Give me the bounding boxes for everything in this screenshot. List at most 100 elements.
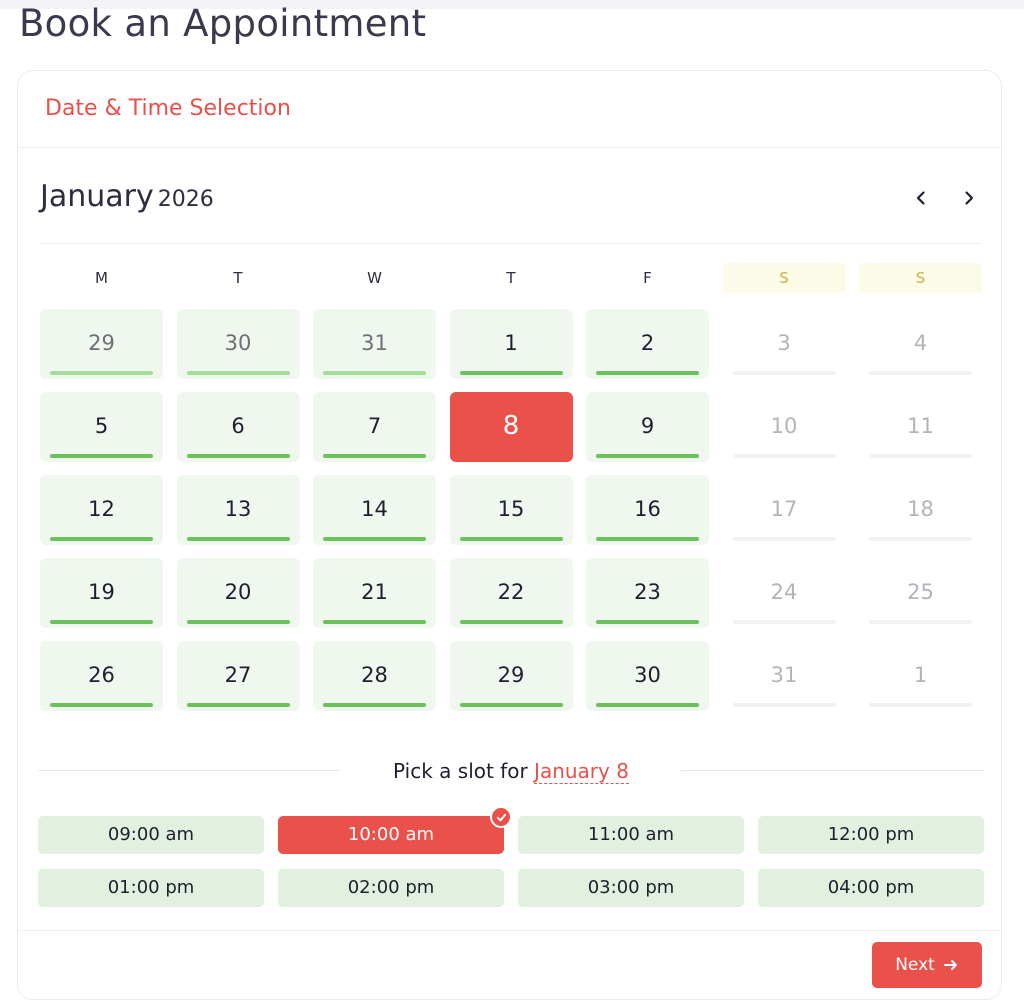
- time-slot[interactable]: 01:00 pm: [38, 869, 264, 907]
- time-slot-label: 04:00 pm: [827, 877, 915, 898]
- prev-month-button[interactable]: [906, 183, 936, 213]
- calendar-day[interactable]: 19: [40, 558, 163, 628]
- day-number: 22: [497, 580, 525, 604]
- check-circle-icon: [490, 806, 512, 828]
- time-slot-selected[interactable]: 10:00 am: [278, 806, 512, 854]
- time-slot[interactable]: 02:00 pm: [278, 869, 504, 907]
- availability-bar: [323, 537, 426, 541]
- calendar-day[interactable]: 15: [449, 475, 573, 545]
- availability-bar: [186, 537, 290, 541]
- calendar-day[interactable]: 26: [40, 641, 163, 711]
- day-number: 15: [497, 497, 525, 521]
- time-slot[interactable]: 12:00 pm: [758, 816, 984, 854]
- weekday-label: M: [95, 269, 108, 287]
- next-button-label: Next: [895, 955, 935, 975]
- calendar-day[interactable]: 28: [313, 641, 436, 711]
- calendar-day[interactable]: 2: [586, 309, 709, 379]
- availability-bar: [732, 537, 836, 541]
- time-slot[interactable]: 11:00 am: [518, 816, 744, 854]
- calendar-day-selected[interactable]: 8: [449, 392, 573, 462]
- calendar-day[interactable]: 29: [40, 309, 163, 379]
- availability-bar: [186, 620, 290, 624]
- calendar-day: 24: [723, 558, 846, 628]
- calendar-day[interactable]: 13: [176, 475, 300, 545]
- day-number: 1: [913, 663, 928, 687]
- calendar-day[interactable]: 6: [176, 392, 300, 462]
- day-number: 18: [907, 497, 934, 521]
- day-number: 26: [88, 663, 115, 687]
- calendar-day[interactable]: 29: [449, 641, 573, 711]
- day-number: 13: [224, 497, 252, 521]
- day-number: 1: [504, 331, 518, 355]
- time-slot-label: 01:00 pm: [107, 877, 195, 898]
- availability-bar: [459, 620, 563, 624]
- chevron-right-icon: [965, 191, 974, 205]
- availability-bar: [186, 703, 290, 707]
- page-title: Book an Appointment: [19, 2, 427, 45]
- next-button[interactable]: Next: [872, 942, 982, 988]
- calendar-day[interactable]: 23: [586, 558, 709, 628]
- calendar-day[interactable]: 30: [586, 641, 709, 711]
- slot-heading-prefix: Pick a slot for: [393, 759, 528, 783]
- calendar-day: 3: [723, 309, 846, 379]
- calendar-day[interactable]: 1: [449, 309, 573, 379]
- time-slot[interactable]: 03:00 pm: [518, 869, 744, 907]
- calendar-day[interactable]: 16: [586, 475, 709, 545]
- calendar-day[interactable]: 31: [313, 309, 436, 379]
- availability-bar: [732, 454, 836, 458]
- weekday-label: S: [722, 263, 846, 293]
- calendar-day[interactable]: 21: [313, 558, 436, 628]
- availability-bar: [323, 454, 426, 458]
- arrow-right-icon: [943, 960, 957, 970]
- availability-bar: [459, 537, 563, 541]
- day-number: 11: [907, 414, 934, 438]
- weekday-label: S: [859, 263, 982, 293]
- card-title: Date & Time Selection: [45, 96, 291, 121]
- day-number: 23: [634, 580, 661, 604]
- availability-bar: [869, 371, 972, 375]
- day-number: 30: [634, 663, 661, 687]
- calendar-day[interactable]: 22: [449, 558, 573, 628]
- weekday-label: T: [506, 269, 516, 287]
- top-strip: [0, 0, 1024, 9]
- month-name: January: [40, 179, 154, 214]
- day-number: 8: [502, 411, 520, 441]
- day-number: 31: [770, 663, 798, 687]
- availability-bar: [186, 454, 290, 458]
- calendar-day[interactable]: 27: [176, 641, 300, 711]
- day-number: 25: [907, 580, 934, 604]
- time-slot[interactable]: 04:00 pm: [758, 869, 984, 907]
- day-number: 24: [770, 580, 798, 604]
- calendar-day: 11: [859, 392, 982, 462]
- calendar-day[interactable]: 9: [586, 392, 709, 462]
- day-number: 27: [224, 663, 252, 687]
- day-number: 31: [361, 331, 388, 355]
- calendar-day[interactable]: 5: [40, 392, 163, 462]
- calendar-day[interactable]: 30: [176, 309, 300, 379]
- day-number: 14: [361, 497, 388, 521]
- calendar-day: 25: [859, 558, 982, 628]
- time-slot-label: 09:00 am: [107, 824, 195, 845]
- calendar-day: 4: [859, 309, 982, 379]
- day-number: 10: [770, 414, 798, 438]
- availability-bar: [459, 703, 563, 707]
- card-header: Date & Time Selection: [18, 71, 1001, 148]
- next-month-button[interactable]: [954, 183, 984, 213]
- availability-bar: [50, 703, 153, 707]
- time-slot[interactable]: 09:00 am: [38, 816, 264, 854]
- calendar-day[interactable]: 20: [176, 558, 300, 628]
- time-slot-label: 11:00 am: [587, 824, 675, 845]
- calendar-day: 1: [859, 641, 982, 711]
- day-number: 20: [224, 580, 252, 604]
- calendar-day[interactable]: 7: [313, 392, 436, 462]
- chevron-left-icon: [916, 191, 925, 205]
- footer-divider: [18, 930, 1001, 931]
- calendar-day[interactable]: 12: [40, 475, 163, 545]
- weekday-label: T: [233, 269, 243, 287]
- calendar-header: January 2026: [40, 175, 982, 244]
- availability-bar: [596, 537, 699, 541]
- calendar-day[interactable]: 14: [313, 475, 436, 545]
- day-number: 7: [367, 414, 382, 438]
- day-number: 3: [777, 331, 791, 355]
